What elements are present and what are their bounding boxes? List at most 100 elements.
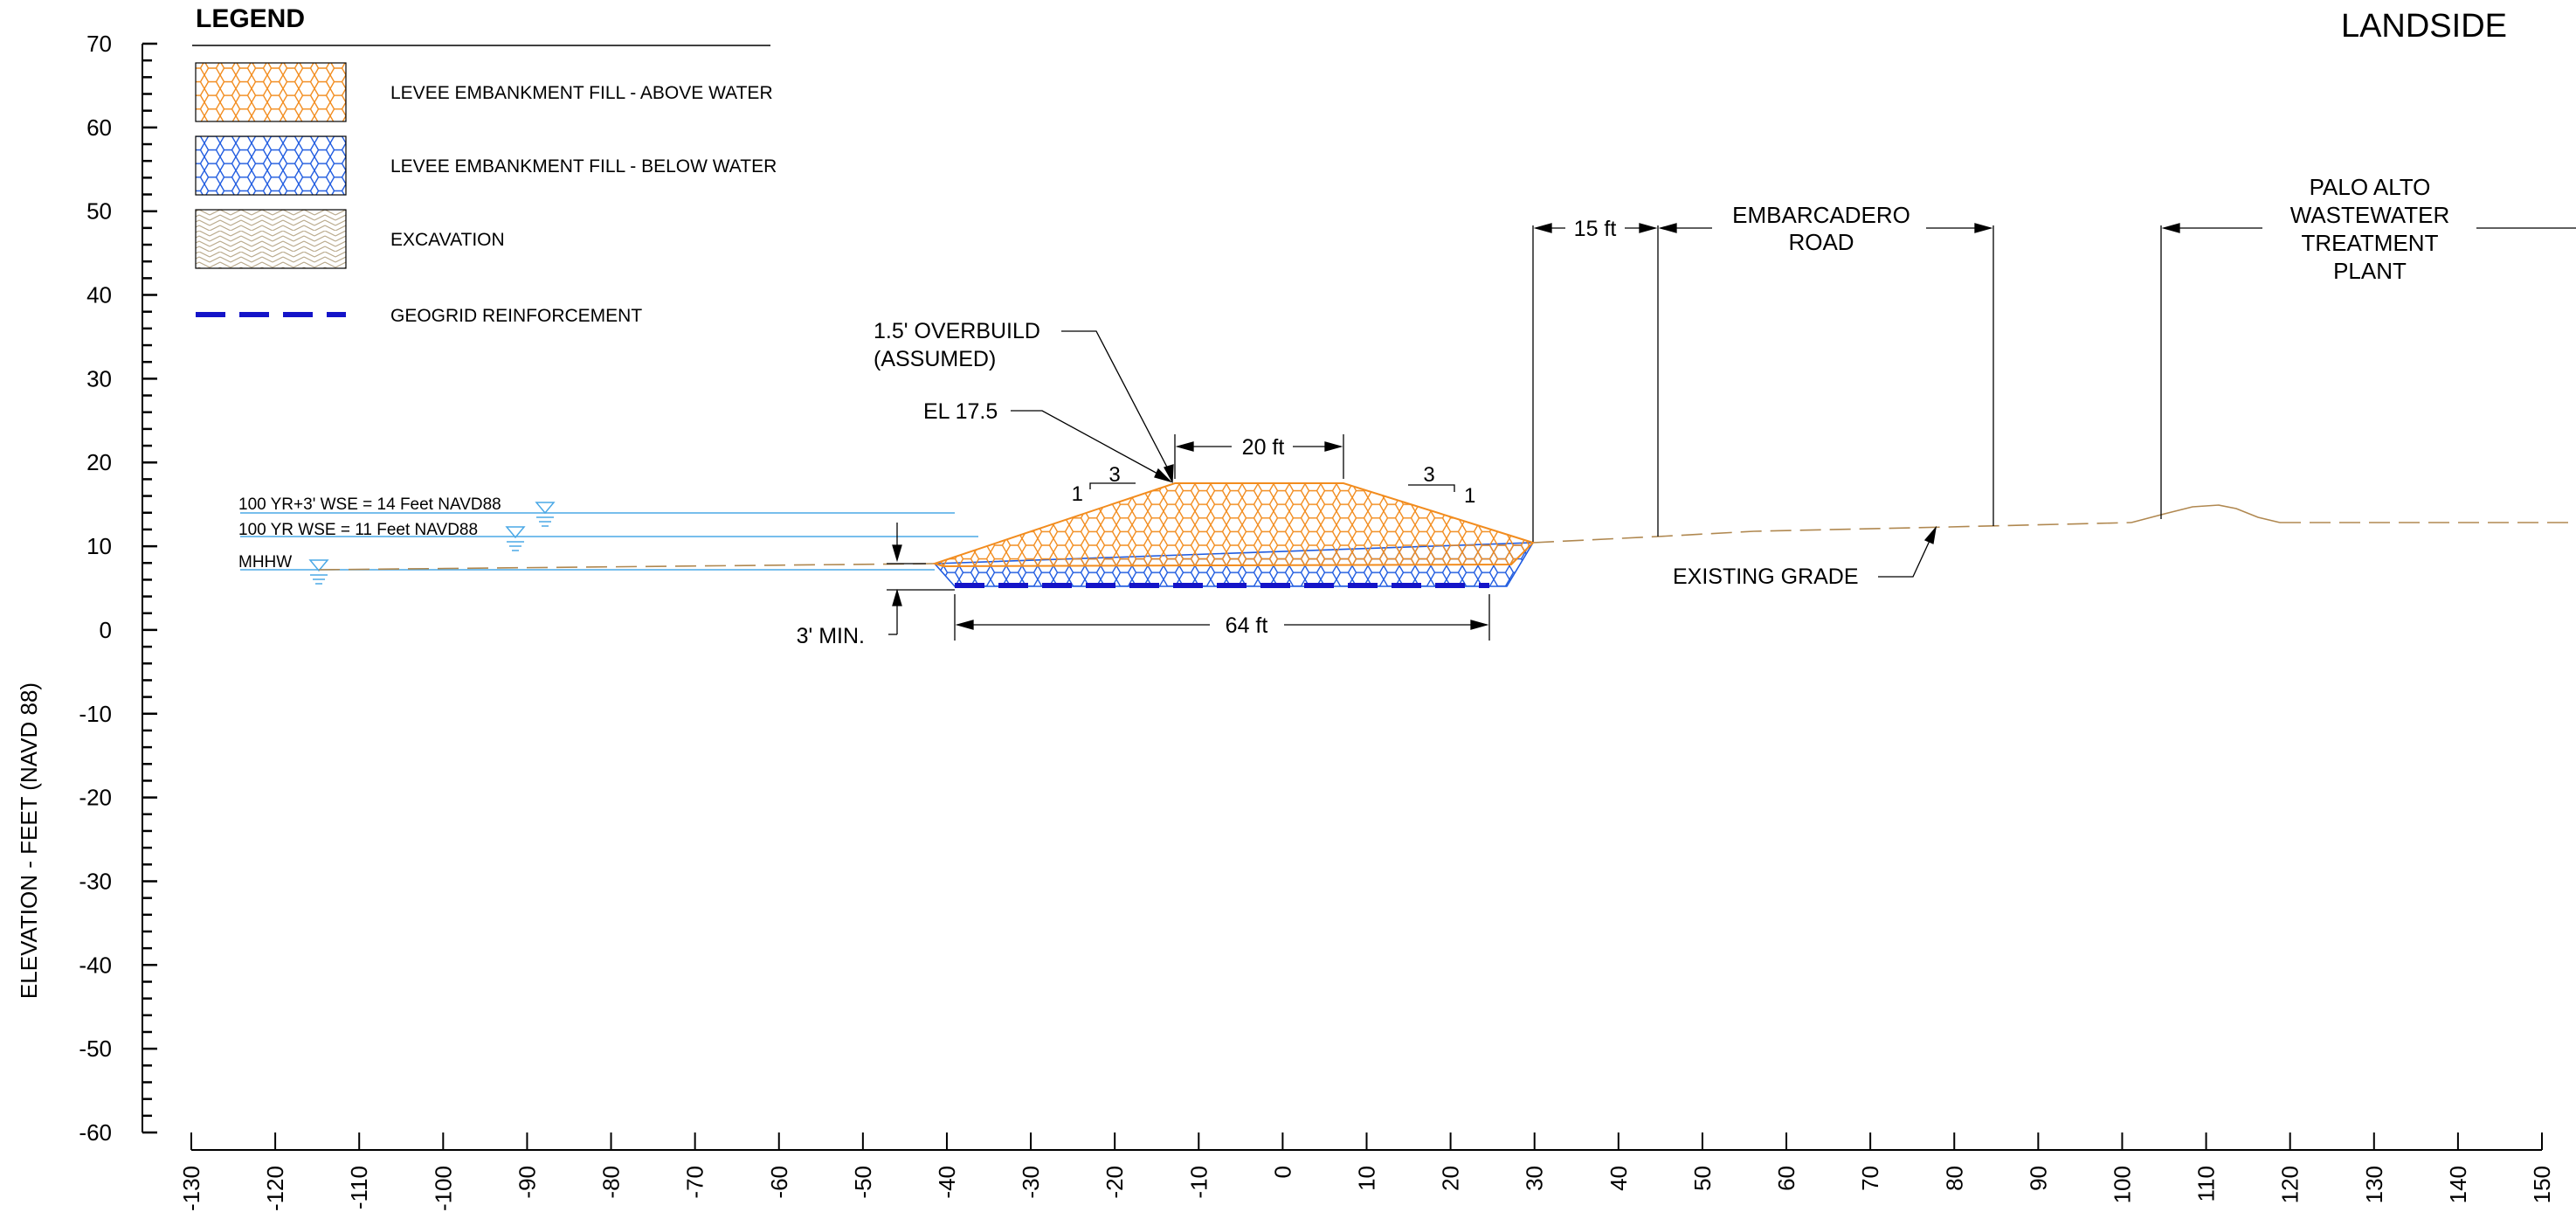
water-label-mhhw: MHHW — [238, 553, 292, 571]
x-axis-tick-label: -100 — [430, 1166, 456, 1211]
min-depth-dimension — [887, 523, 955, 635]
road-label-line2: ROAD — [1788, 229, 1854, 255]
x-axis-tick-label: -60 — [766, 1166, 792, 1199]
y-axis-tick-label: 70 — [86, 31, 112, 57]
legend-swatch-excavation — [195, 209, 347, 269]
x-axis-tick-label: -80 — [598, 1166, 625, 1199]
x-axis-ticks — [190, 1132, 2543, 1150]
x-axis-tick-label: 20 — [1438, 1166, 1464, 1191]
x-axis-tick-label: 80 — [1941, 1166, 1967, 1191]
slope-rise-landside: 1 — [1464, 484, 1475, 508]
water-symbol-icon — [308, 559, 329, 585]
crest-elevation-leader — [1011, 410, 1173, 483]
x-axis-tick-label: -70 — [682, 1166, 708, 1199]
x-axis-tick-label: 120 — [2277, 1166, 2303, 1203]
y-axis-tick-label: 40 — [86, 282, 112, 308]
legend-label-above-water: LEVEE EMBANKMENT FILL - ABOVE WATER — [390, 83, 773, 103]
existing-grade-waterside — [318, 563, 936, 571]
x-axis-tick-label: -10 — [1185, 1166, 1212, 1199]
x-axis-tick-label: 70 — [1857, 1166, 1883, 1191]
y-axis-tick-label: 0 — [100, 617, 112, 643]
x-axis-tick-label: 40 — [1606, 1166, 1632, 1191]
legend-label-geogrid: GEOGRID REINFORCEMENT — [390, 306, 642, 326]
x-axis-tick-label: 100 — [2109, 1166, 2135, 1203]
x-axis-tick-label: 50 — [1689, 1166, 1716, 1191]
x-axis-tick-label: -40 — [934, 1166, 960, 1199]
x-axis-tick-label: -50 — [850, 1166, 876, 1199]
y-axis-ticks — [142, 42, 157, 1134]
overbuild-leader — [1061, 330, 1174, 484]
x-axis-tick-label: 150 — [2529, 1166, 2555, 1203]
y-axis-tick-labels: 70 60 50 40 30 20 10 0 -10 -20 -30 -40 -50 -60 — [79, 31, 112, 1146]
x-axis-tick-label: -120 — [262, 1166, 288, 1211]
y-axis-tick-label: -60 — [79, 1119, 112, 1146]
levee-embankment — [931, 482, 1535, 588]
plant-label-line3: TREATMENT — [2302, 230, 2439, 256]
water-label-100yr: 100 YR WSE = 11 Feet NAVD88 — [238, 521, 478, 539]
y-axis-tick-label: 50 — [86, 198, 112, 225]
slope-rise-waterside: 1 — [1072, 482, 1083, 506]
plant-label-line1: PALO ALTO — [2310, 174, 2431, 200]
landside-extension-lines — [1532, 225, 2162, 542]
overbuild-label-line1: 1.5' OVERBUILD — [874, 319, 1040, 343]
base-width-dimension — [954, 594, 1490, 641]
x-axis-tick-label: 30 — [1522, 1166, 1548, 1191]
y-axis-tick-label: -40 — [79, 952, 112, 978]
y-axis-label: ELEVATION - FEET (NAVD 88) — [16, 682, 42, 999]
x-axis-tick-label: -110 — [346, 1166, 372, 1209]
slope-run-waterside: 3 — [1108, 463, 1120, 487]
x-axis-tick-label: 90 — [2025, 1166, 2051, 1191]
water-levels: 100 YR+3' WSE = 14 Feet NAVD88 100 YR WS… — [238, 495, 978, 585]
plant-dimension — [2161, 223, 2576, 233]
slope-indicator-waterside — [1089, 482, 1136, 489]
landside-label: LANDSIDE — [2341, 8, 2507, 45]
x-axis-tick-label: -20 — [1102, 1166, 1128, 1199]
plant-label-line2: WASTEWATER — [2290, 202, 2449, 228]
slope-indicator-landside — [1408, 484, 1455, 492]
existing-grade-label: EXISTING GRADE — [1673, 564, 1859, 589]
offset-dimension — [1533, 223, 1658, 233]
crest-elevation-label: EL 17.5 — [923, 399, 998, 424]
x-axis-tick-label: -30 — [1018, 1166, 1044, 1199]
legend-label-below-water: LEVEE EMBANKMENT FILL - BELOW WATER — [390, 156, 777, 177]
crest-width-dimension — [1174, 434, 1344, 479]
crest-width-label: 20 ft — [1242, 435, 1285, 460]
offset-label: 15 ft — [1574, 217, 1617, 241]
x-axis-tick-label: 110 — [2193, 1166, 2220, 1202]
x-axis-tick-label: 130 — [2361, 1166, 2387, 1203]
x-axis-tick-label: -90 — [514, 1166, 540, 1199]
slope-run-landside: 3 — [1423, 463, 1434, 487]
x-axis-tick-label: 140 — [2445, 1166, 2471, 1203]
existing-grade-leader — [1878, 525, 1937, 578]
water-symbol-icon — [535, 502, 556, 527]
legend-swatch-above-water — [195, 62, 347, 122]
legend-label-excavation: EXCAVATION — [390, 230, 505, 250]
y-axis-tick-label: 20 — [86, 449, 112, 475]
water-label-100yr-plus3: 100 YR+3' WSE = 14 Feet NAVD88 — [238, 495, 501, 514]
y-axis-tick-label: 60 — [86, 114, 112, 141]
y-axis-tick-label: 30 — [86, 365, 112, 391]
x-axis-tick-labels: -130 -120 -110 -100 -90 -80 -70 -60 -50 -40 -30 -20… — [178, 1166, 2555, 1211]
overbuild-label-line2: (ASSUMED) — [874, 347, 996, 371]
legend-swatch-below-water — [195, 135, 347, 196]
x-axis-tick-label: 0 — [1269, 1166, 1295, 1178]
y-axis-tick-label: -50 — [79, 1035, 112, 1062]
min-depth-label: 3' MIN. — [797, 624, 865, 648]
plant-label-line4: PLANT — [2333, 258, 2407, 284]
road-label-line1: EMBARCADERO — [1732, 202, 1910, 228]
x-axis-tick-label: -130 — [178, 1166, 204, 1211]
existing-grade-berm — [2131, 504, 2281, 523]
x-axis-tick-label: 60 — [1773, 1166, 1799, 1191]
existing-grade-landside — [1532, 522, 2132, 544]
levee-fill-above-water — [931, 482, 1535, 568]
y-axis-tick-label: -30 — [79, 868, 112, 894]
water-symbol-icon — [505, 526, 526, 551]
y-axis-tick-label: -20 — [79, 785, 112, 811]
y-axis-tick-label: -10 — [79, 701, 112, 727]
base-width-label: 64 ft — [1226, 613, 1268, 638]
y-axis-tick-label: 10 — [86, 533, 112, 559]
road-dimension — [1658, 223, 1993, 233]
legend: LEGEND LEVEE EMBANKMENT FILL - ABOVE WAT… — [192, 4, 777, 326]
x-axis-tick-label: 10 — [1354, 1166, 1380, 1191]
